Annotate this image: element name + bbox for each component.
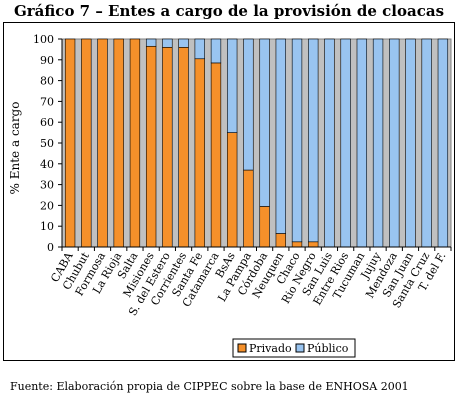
bar-publico bbox=[178, 38, 189, 48]
bar-publico bbox=[437, 38, 449, 248]
chart-title: Gráfico 7 – Entes a cargo de la provisió… bbox=[13, 2, 445, 20]
bar-privado bbox=[210, 62, 222, 248]
y-tick-label: 40 bbox=[40, 158, 54, 171]
y-tick-label: 20 bbox=[40, 199, 54, 212]
bar-publico bbox=[421, 38, 432, 248]
bar-privado bbox=[145, 45, 157, 248]
legend-label-publico: Público bbox=[307, 342, 349, 355]
bar-publico bbox=[372, 38, 384, 248]
bar-publico bbox=[243, 38, 254, 171]
legend-swatch-privado bbox=[237, 343, 247, 353]
bar-privado bbox=[227, 132, 238, 248]
chart-frame: 0 10 20 30 40 50 60 70 80 90 100 CABA Chubut Formosa L… bbox=[3, 22, 455, 361]
y-tick-label: 30 bbox=[40, 179, 54, 192]
bar-privado bbox=[97, 38, 108, 248]
bar-privado bbox=[308, 241, 319, 248]
bar-privado bbox=[64, 38, 76, 248]
legend: Privado Público bbox=[232, 338, 356, 358]
bar-privado bbox=[129, 38, 141, 248]
bar-publico bbox=[291, 38, 303, 243]
bar-publico bbox=[259, 38, 270, 207]
bar-publico bbox=[210, 38, 222, 64]
legend-label-privado: Privado bbox=[249, 342, 292, 355]
bar-privado bbox=[178, 47, 189, 248]
y-axis-label: % Ente a cargo bbox=[8, 102, 22, 195]
y-tick-label: 10 bbox=[40, 220, 54, 233]
bar-privado bbox=[291, 241, 303, 248]
bar-privado bbox=[162, 47, 173, 248]
plot-area bbox=[61, 38, 452, 248]
y-tick-label: 70 bbox=[40, 95, 54, 108]
y-tick-label: 50 bbox=[40, 137, 54, 150]
bar-privado bbox=[81, 38, 92, 248]
bar-publico bbox=[162, 38, 173, 48]
stacked-bar-chart: 0102030405060708090100CABAChubutFormosaL… bbox=[8, 33, 452, 358]
bar-publico bbox=[389, 38, 400, 248]
bar-publico bbox=[227, 38, 238, 133]
bar-publico bbox=[275, 38, 286, 234]
bar-privado bbox=[113, 38, 124, 248]
bar-publico bbox=[356, 38, 368, 248]
bar-privado bbox=[243, 169, 254, 248]
bar-publico bbox=[324, 38, 335, 248]
bar-publico bbox=[340, 38, 351, 248]
y-tick-label: 80 bbox=[40, 75, 54, 88]
bar-publico bbox=[194, 38, 205, 60]
bar-publico bbox=[308, 38, 319, 243]
y-tick-label: 0 bbox=[47, 241, 54, 254]
bar-privado bbox=[275, 233, 286, 248]
source-note: Fuente: Elaboración propia de CIPPEC sob… bbox=[10, 380, 409, 393]
bar-privado bbox=[194, 58, 205, 248]
bar-publico bbox=[145, 38, 157, 47]
bar-publico bbox=[405, 38, 416, 248]
legend-swatch-publico bbox=[295, 343, 305, 353]
legend-box bbox=[232, 338, 356, 358]
bar-privado bbox=[259, 206, 270, 248]
y-tick-label: 100 bbox=[33, 33, 54, 46]
y-tick-label: 60 bbox=[40, 116, 54, 129]
y-tick-label: 90 bbox=[40, 54, 54, 67]
